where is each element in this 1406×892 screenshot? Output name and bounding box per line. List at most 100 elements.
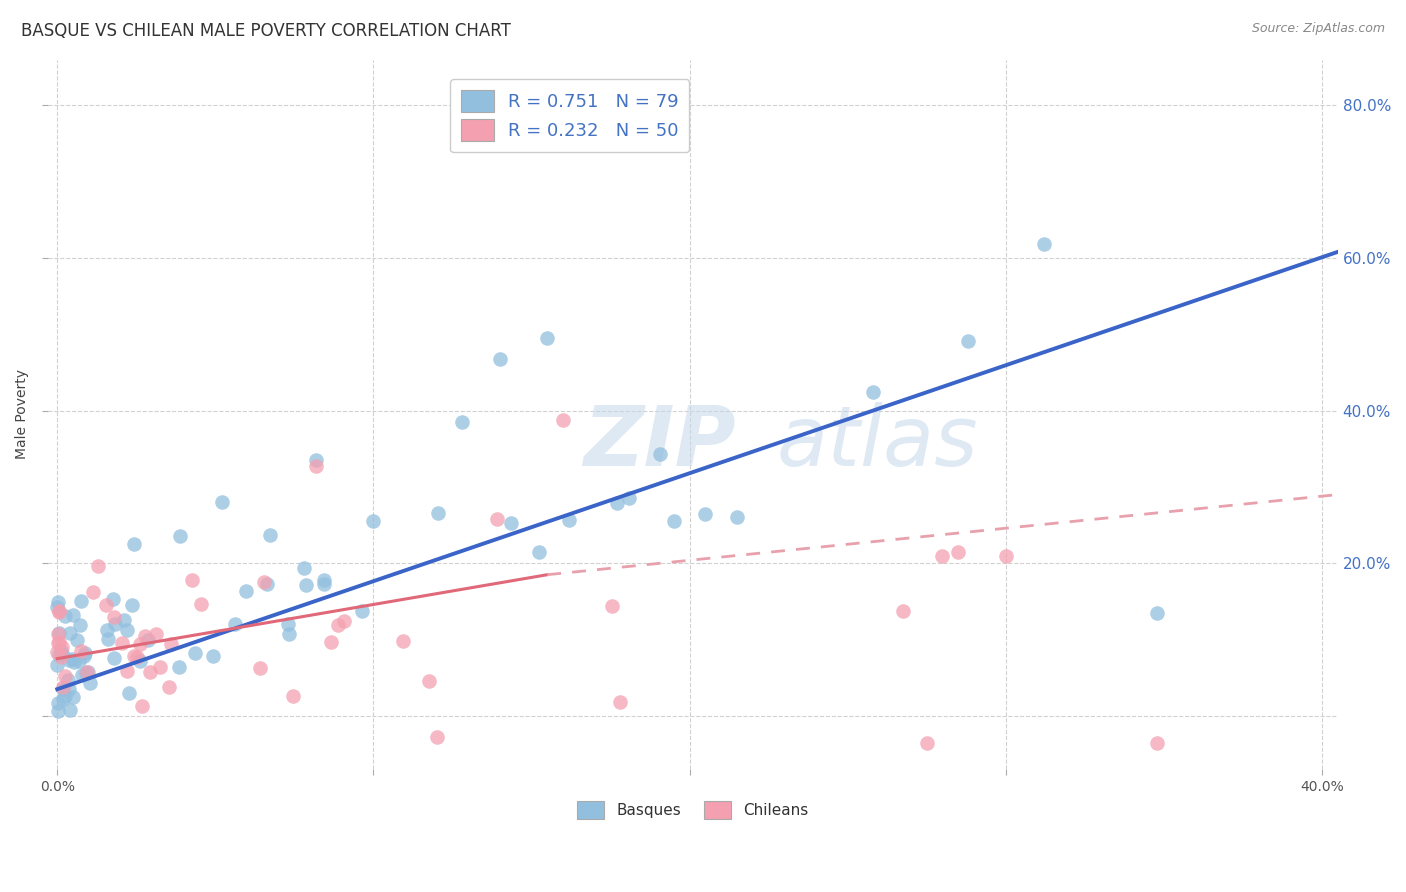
Point [312, 573, 335, 587]
Point [167, 660, 190, 674]
Point [115, 623, 138, 637]
Point [58, 673, 80, 688]
Point [103, 617, 125, 632]
Point [427, 506, 450, 520]
Point [159, 637, 181, 651]
Point [75, 665, 97, 680]
Point [235, 583, 257, 598]
Point [253, 574, 276, 589]
Text: BASQUE VS CHILEAN MALE POVERTY CORRELATION CHART: BASQUE VS CHILEAN MALE POVERTY CORRELATI… [21, 22, 510, 40]
Point [59, 626, 82, 640]
Point [63, 655, 86, 669]
Point [128, 654, 150, 668]
Point [122, 537, 145, 551]
Point [501, 516, 523, 531]
Point [305, 453, 328, 467]
Point [211, 495, 233, 509]
Point [256, 577, 278, 591]
Point [96, 624, 118, 638]
Point [66, 633, 89, 648]
Point [350, 603, 373, 617]
Point [67, 654, 90, 668]
Point [305, 458, 328, 473]
Point [48, 634, 70, 648]
Point [112, 613, 135, 627]
Point [259, 528, 281, 542]
Point [695, 507, 717, 521]
Point [617, 491, 640, 505]
Point [46, 658, 69, 673]
Point [662, 514, 685, 528]
Point [948, 545, 970, 559]
Text: Source: ZipAtlas.com: Source: ZipAtlas.com [1251, 22, 1385, 36]
Point [51, 691, 73, 706]
Point [138, 633, 160, 648]
Point [994, 549, 1017, 563]
Point [1032, 237, 1054, 252]
Point [58, 681, 80, 696]
Point [70, 667, 93, 681]
Point [77, 665, 100, 680]
Point [53, 609, 76, 624]
Point [48, 627, 70, 641]
Point [87, 559, 110, 574]
Point [55, 689, 77, 703]
Point [96, 599, 118, 613]
Point [915, 736, 938, 750]
Point [224, 617, 246, 632]
Point [128, 636, 150, 650]
Text: atlas: atlas [776, 402, 979, 483]
Point [169, 529, 191, 543]
Point [1146, 736, 1168, 750]
Point [101, 591, 124, 606]
Point [70, 644, 93, 658]
Point [485, 512, 508, 526]
Point [558, 513, 581, 527]
Point [312, 576, 335, 591]
Point [451, 415, 474, 429]
Point [125, 650, 148, 665]
Point [157, 680, 180, 694]
Point [648, 446, 671, 460]
Point [60, 652, 83, 666]
Point [891, 603, 914, 617]
Point [149, 660, 172, 674]
Text: ZIP: ZIP [583, 402, 735, 483]
Point [725, 510, 748, 524]
Point [46, 600, 69, 615]
Point [536, 331, 558, 345]
Point [332, 614, 354, 628]
Point [145, 627, 167, 641]
Point [122, 648, 145, 663]
Point [52, 681, 75, 695]
Point [277, 627, 299, 641]
Point [103, 610, 125, 624]
Point [115, 664, 138, 678]
Point [190, 597, 212, 611]
Point [97, 632, 120, 646]
Point [249, 661, 271, 675]
Point [49, 643, 72, 657]
Point [121, 598, 143, 612]
Point [326, 617, 349, 632]
Point [103, 650, 125, 665]
Legend: Basques, Chileans: Basques, Chileans [571, 795, 815, 825]
Point [361, 515, 384, 529]
Point [46, 636, 69, 650]
Point [76, 665, 98, 679]
Point [62, 608, 84, 623]
Point [283, 690, 305, 704]
Point [46, 644, 69, 658]
Point [391, 634, 413, 648]
Point [48, 595, 70, 609]
Point [58, 652, 80, 666]
Point [69, 593, 91, 607]
Point [956, 334, 979, 348]
Point [1146, 606, 1168, 620]
Point [184, 646, 207, 660]
Point [131, 699, 153, 714]
Point [73, 648, 96, 663]
Point [426, 731, 449, 745]
Point [489, 351, 512, 366]
Point [62, 690, 84, 704]
